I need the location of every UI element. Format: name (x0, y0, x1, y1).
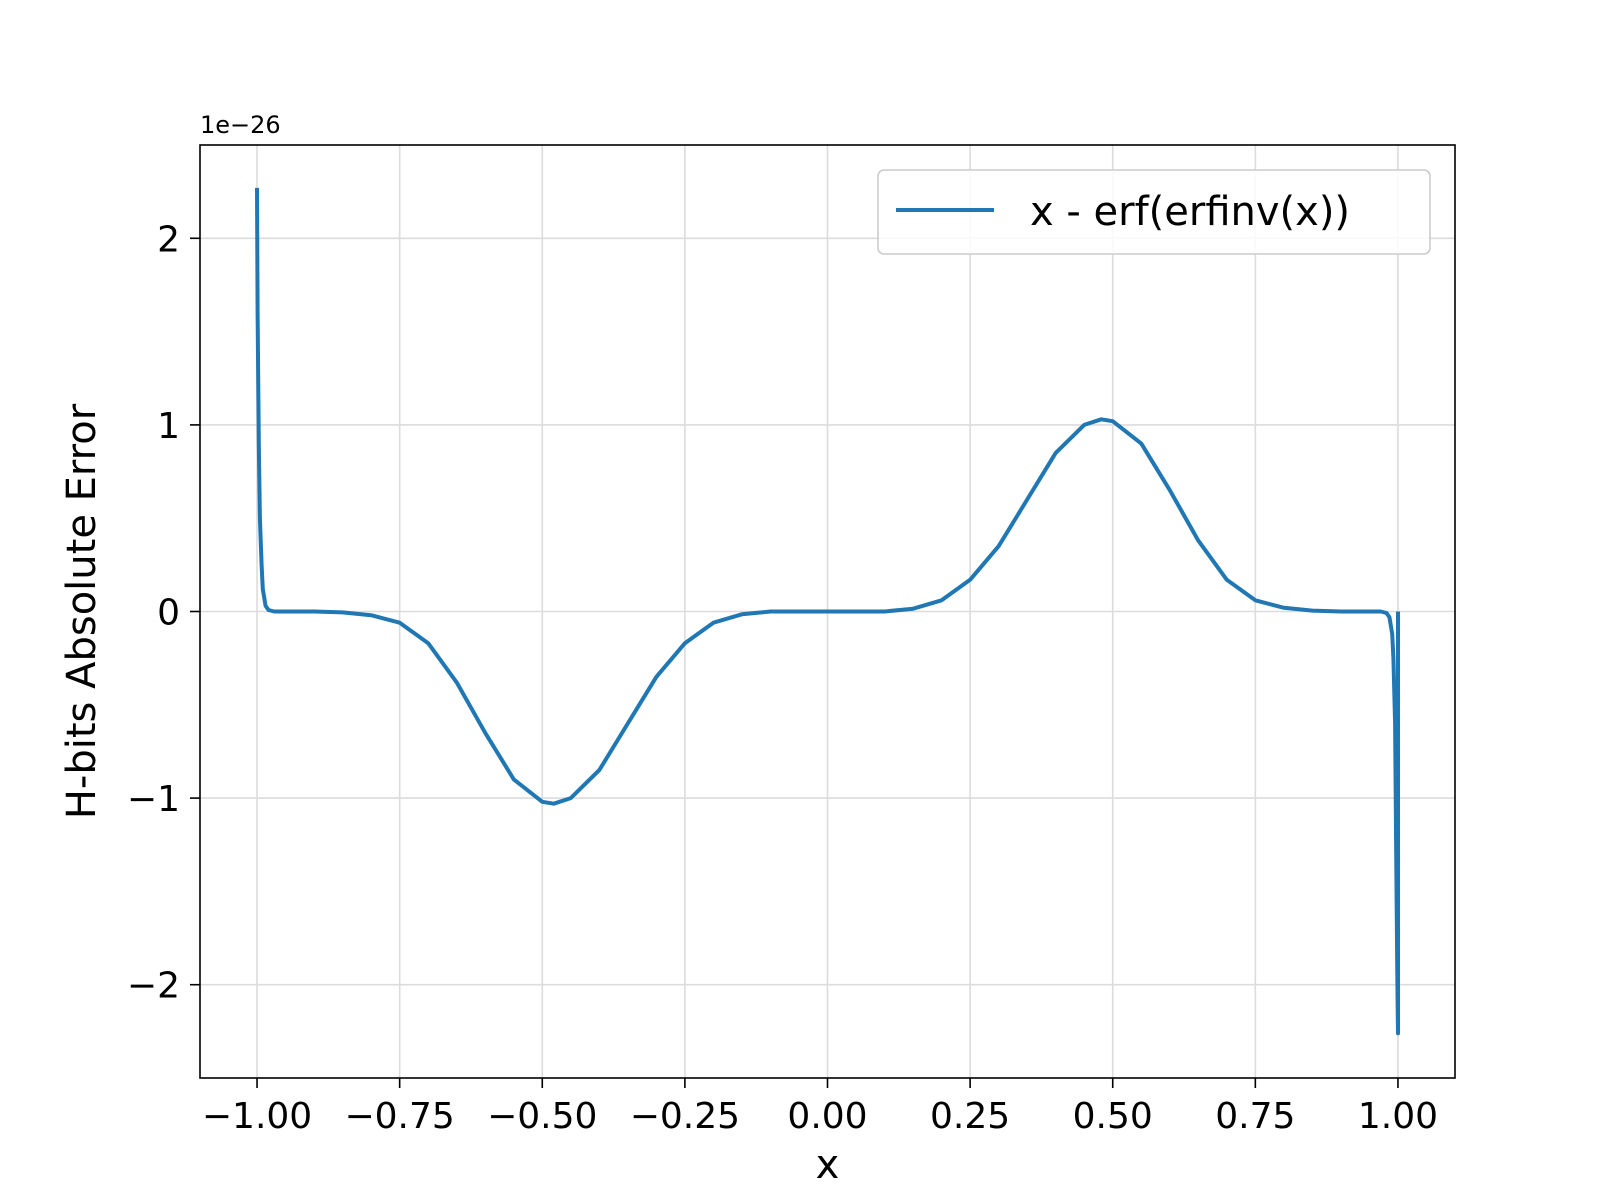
x-tick-label: −0.50 (487, 1096, 597, 1137)
x-tick-label: 1.00 (1358, 1096, 1438, 1137)
legend-box (877, 169, 1431, 255)
x-tick-label: 0.50 (1073, 1096, 1153, 1137)
y-axis-ticks: −2 −1 0 1 2 (127, 219, 200, 1007)
y-tick-label: −1 (127, 779, 180, 820)
x-tick-label: 0.25 (930, 1096, 1010, 1137)
grid (200, 145, 1455, 1078)
legend-entry-label: x - erf(erfinv(x)) (1030, 189, 1350, 235)
x-tick-label: −0.25 (630, 1096, 740, 1137)
x-tick-label: −1.00 (202, 1096, 312, 1137)
x-tick-label: −0.75 (344, 1096, 454, 1137)
x-axis-label: x (816, 1142, 840, 1188)
y-tick-label: 2 (157, 219, 180, 260)
y-axis-label: H-bits Absolute Error (59, 403, 105, 819)
x-tick-label: 0.00 (787, 1096, 867, 1137)
y-tick-label: 1 (157, 406, 180, 447)
series-line (255, 187, 1400, 1036)
y-tick-label: 0 (157, 593, 180, 634)
plot-area (255, 187, 1400, 1036)
x-axis-ticks: −1.00 −0.75 −0.50 −0.25 0.00 0.25 0.50 0.75 1.00 (202, 1078, 1438, 1137)
y-tick-label: −2 (127, 966, 180, 1007)
y-scale-label: 1e−26 (200, 111, 281, 139)
legend: x - erf(erfinv(x)) (877, 169, 1431, 255)
x-tick-label: 0.75 (1215, 1096, 1295, 1137)
